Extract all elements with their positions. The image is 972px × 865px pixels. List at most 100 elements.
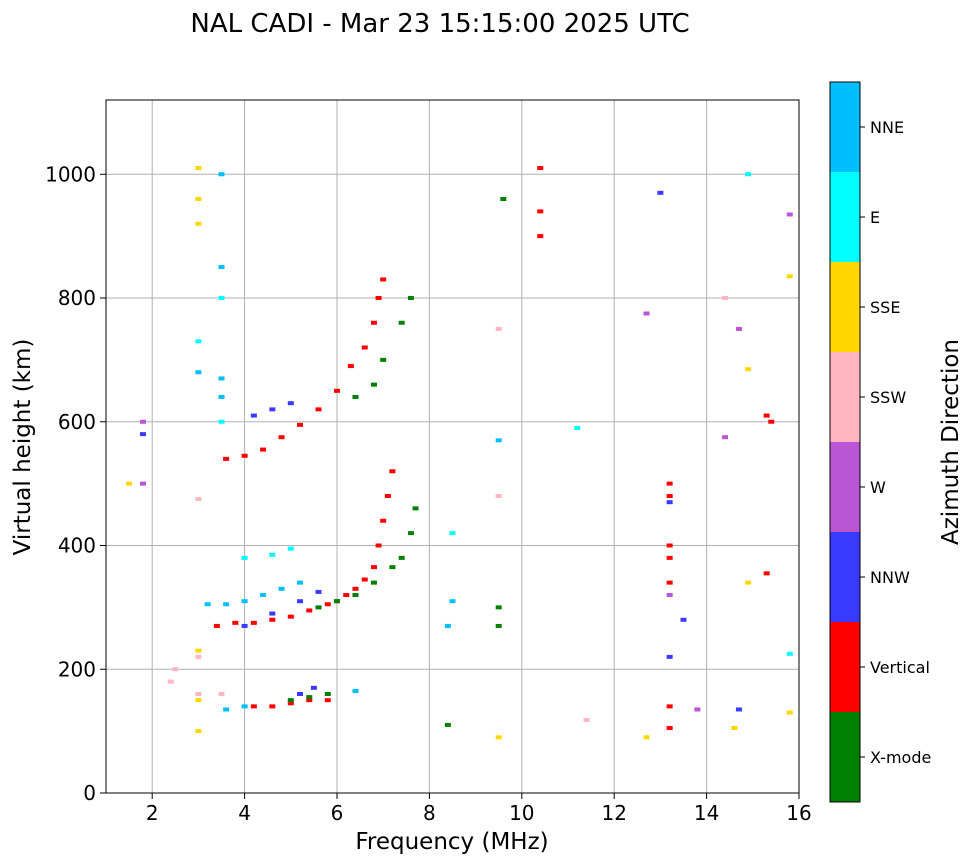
data-point-vertical	[384, 494, 391, 498]
data-point-vertical	[241, 453, 248, 458]
plot-area-frame	[105, 99, 800, 794]
colorbar-segment	[830, 712, 860, 802]
data-point-vertical	[666, 481, 673, 486]
data-point-vertical	[763, 571, 770, 576]
data-point-nne	[223, 707, 230, 712]
x-tick-label: 2	[146, 801, 159, 825]
data-point-vertical	[315, 407, 322, 412]
data-point-x-mode	[407, 296, 414, 300]
data-point-nnw	[297, 692, 304, 696]
data-point-vertical	[352, 586, 359, 591]
data-point-x-mode	[352, 593, 359, 597]
data-point-vertical	[297, 422, 304, 427]
colorbar-tick-label: W	[870, 478, 886, 497]
data-point-vertical	[324, 698, 331, 703]
data-point-vertical	[537, 234, 544, 239]
data-point-sse	[731, 726, 738, 731]
colorbar-tick-label: NNE	[870, 118, 904, 137]
data-point-ssw	[495, 326, 502, 331]
data-point-vertical	[666, 543, 673, 548]
data-point-vertical	[666, 704, 673, 709]
data-point-vertical	[375, 543, 382, 548]
data-point-vertical	[389, 469, 396, 474]
data-point-e	[574, 425, 581, 430]
data-point-nne	[352, 688, 359, 693]
y-tick-label: 400	[58, 534, 96, 558]
colorbar: X-mode Vertical NNW W SSW SSE E NNE	[829, 81, 931, 803]
data-point-nnw	[310, 685, 317, 690]
data-point-nne	[204, 602, 211, 607]
data-point-vertical	[666, 580, 673, 585]
data-point-vertical	[232, 620, 239, 625]
data-point-vertical	[278, 435, 285, 440]
data-point-nne	[241, 704, 248, 709]
y-tick-label: 200	[58, 657, 96, 681]
x-tick-label: 12	[601, 801, 626, 825]
colorbar-segment	[830, 82, 860, 172]
data-point-sse	[195, 648, 202, 653]
colorbar-tick-label: SSW	[870, 388, 906, 407]
data-point-ssw	[722, 296, 729, 300]
x-tick-label: 16	[786, 801, 811, 825]
data-point-vertical	[537, 209, 544, 214]
chart-title: NAL CADI - Mar 23 15:15:00 2025 UTC	[190, 9, 689, 39]
data-point-x-mode	[352, 395, 359, 399]
data-point-e	[745, 172, 752, 177]
data-point-nnw	[680, 617, 687, 622]
data-point-vertical	[380, 518, 387, 523]
data-point-vertical	[260, 447, 267, 452]
data-point-vertical	[666, 494, 673, 498]
data-point-vertical	[334, 388, 340, 393]
data-point-nne	[278, 586, 285, 591]
data-point-w	[666, 593, 673, 597]
data-point-x-mode	[306, 695, 313, 700]
data-point-nnw	[657, 190, 664, 195]
data-point-x-mode	[380, 357, 387, 362]
data-point-nne	[218, 265, 225, 270]
data-point-e	[241, 555, 248, 560]
data-point-nnw	[735, 707, 742, 712]
data-point-x-mode	[412, 506, 419, 511]
data-point-vertical	[375, 296, 382, 300]
data-point-nne	[223, 602, 230, 607]
x-tick-label: 14	[694, 801, 719, 825]
data-point-nne	[218, 172, 225, 177]
colorbar-tick-label: Vertical	[870, 658, 930, 677]
data-point-sse	[126, 481, 133, 486]
data-point-x-mode	[495, 605, 502, 610]
data-point-nne	[449, 599, 456, 604]
x-axis-ticks: 2 4 6 8 10 12 14 16	[146, 793, 812, 825]
data-point-ssw	[583, 717, 590, 722]
data-point-w	[735, 326, 742, 331]
data-point-sse	[745, 367, 752, 372]
x-tick-label: 6	[331, 801, 344, 825]
data-point-vertical	[666, 555, 673, 560]
x-tick-label: 8	[423, 801, 436, 825]
data-point-vertical	[768, 419, 775, 424]
colorbar-tick-label: E	[870, 208, 880, 227]
data-point-x-mode	[495, 623, 502, 628]
data-point-ssw	[195, 654, 202, 659]
data-point-vertical	[370, 320, 377, 325]
colorbar-segment	[830, 262, 860, 352]
data-point-w	[786, 212, 793, 217]
data-point-nne	[444, 623, 451, 628]
data-point-x-mode	[334, 599, 340, 604]
x-tick-label: 4	[238, 801, 251, 825]
colorbar-segment	[830, 532, 860, 622]
data-point-sse	[195, 166, 202, 171]
data-point-ssw	[195, 497, 202, 502]
data-point-sse	[195, 197, 202, 201]
data-point-vertical	[324, 602, 331, 607]
colorbar-tick-label: SSE	[870, 298, 900, 317]
data-point-nnw	[269, 611, 276, 616]
y-tick-label: 1000	[45, 162, 96, 186]
data-point-sse	[786, 274, 793, 279]
data-point-vertical	[763, 413, 770, 418]
y-tick-label: 0	[83, 781, 96, 805]
data-point-e	[269, 552, 276, 557]
data-point-x-mode	[370, 382, 377, 387]
data-point-vertical	[223, 456, 230, 461]
data-point-nnw	[241, 623, 248, 628]
